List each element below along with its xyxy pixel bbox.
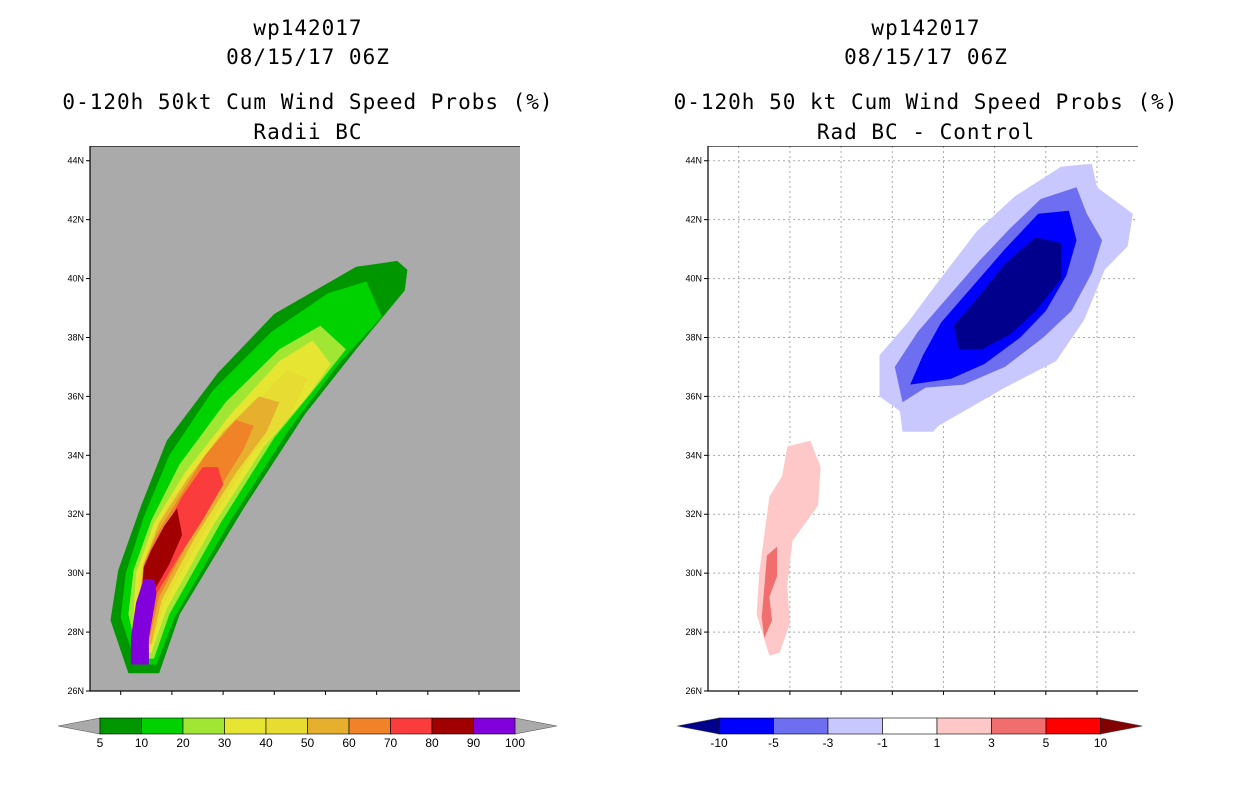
colorbar-swatch: [827, 717, 883, 735]
colorbar-label: 50: [301, 736, 315, 750]
map-frame: [89, 146, 520, 692]
colorbar-swatch: [307, 717, 350, 735]
contour-region-3: [761, 546, 778, 638]
colorbar-swatch: [224, 717, 267, 735]
lat-tick-label: 36N: [67, 391, 84, 401]
colorbar-label: 80: [425, 736, 439, 750]
colorbar-swatch: [182, 717, 225, 735]
colorbar-label: -1: [877, 736, 888, 750]
right-subtitle: Rad BC - Control: [816, 120, 1036, 144]
colorbar-label: 3: [988, 736, 995, 750]
lat-tick-label: 32N: [685, 509, 702, 519]
colorbar-label: 1: [934, 736, 941, 750]
colorbar-swatch: [431, 717, 474, 735]
left-subtitle: Radii BC: [253, 120, 363, 144]
colorbar-label: 10: [1094, 736, 1108, 750]
lat-tick-label: 40N: [685, 274, 702, 284]
lat-tick-label: 34N: [67, 450, 84, 460]
left-probability-map: 26N28N30N32N34N36N38N40N42N44N162E164E16…: [67, 146, 520, 696]
colorbar-label: -10: [710, 736, 728, 750]
colorbar-label: 60: [342, 736, 356, 750]
colorbar-swatch: [265, 717, 308, 735]
lat-tick-label: 26N: [67, 686, 84, 696]
lat-tick-label: 26N: [685, 686, 702, 696]
colorbar-label: 5: [1043, 736, 1050, 750]
lat-tick-label: 38N: [685, 332, 702, 342]
lat-tick-label: 34N: [685, 450, 702, 460]
lat-tick-label: 28N: [67, 627, 84, 637]
lat-tick-label: 42N: [67, 215, 84, 225]
right-storm-id: wp142017: [871, 16, 981, 40]
contour-region-neg10: [953, 237, 1062, 350]
lat-tick-label: 44N: [685, 156, 702, 166]
colorbar-swatch: [718, 717, 774, 735]
contour-region-50: [138, 396, 280, 644]
left-title: 0-120h 50kt Cum Wind Speed Probs (%): [62, 90, 554, 114]
colorbar-swatch: [882, 717, 938, 735]
left-colorbar: 5 10 20 30 40 50 60 70 80 90 100: [57, 717, 558, 750]
colorbar-label: 40: [259, 736, 273, 750]
map-frame: [707, 146, 1138, 692]
lat-tick-label: 32N: [67, 509, 84, 519]
colorbar-swatch: [141, 717, 184, 735]
right-title: 0-120h 50 kt Cum Wind Speed Probs (%): [673, 90, 1179, 114]
colorbar-swatch: [348, 717, 391, 735]
colorbar-swatch: [1045, 717, 1101, 735]
colorbar-label: 10: [135, 736, 149, 750]
contour-region-70: [141, 467, 224, 638]
colorbar-label: 5: [97, 736, 104, 750]
left-datetime: 08/15/17 06Z: [226, 45, 390, 69]
contour-region-90: [130, 579, 157, 665]
colorbar-arrow-low: [676, 717, 720, 735]
lat-tick-label: 40N: [67, 274, 84, 284]
colorbar-label: -3: [823, 736, 834, 750]
colorbar-label: 100: [505, 736, 525, 750]
contour-region-1: [756, 440, 821, 656]
right-colorbar: -10 -5 -3 -1 1 3 5 10: [676, 717, 1143, 750]
right-datetime: 08/15/17 06Z: [844, 45, 1008, 69]
colorbar-label: 30: [218, 736, 232, 750]
contour-region-60: [138, 420, 254, 641]
lat-tick-label: 42N: [685, 215, 702, 225]
colorbar-swatch: [936, 717, 992, 735]
colorbar-swatch: [99, 717, 142, 735]
colorbar-label: 20: [176, 736, 190, 750]
colorbar-arrow-high: [1100, 717, 1143, 735]
lat-tick-label: 36N: [685, 391, 702, 401]
colorbar-swatch: [473, 717, 516, 735]
lat-tick-label: 44N: [67, 156, 84, 166]
colorbar-swatch: [390, 717, 433, 735]
lat-tick-label: 28N: [685, 627, 702, 637]
colorbar-swatch: [991, 717, 1047, 735]
colorbar-label: -5: [768, 736, 779, 750]
colorbar-label: 90: [467, 736, 481, 750]
colorbar-swatch: [773, 717, 829, 735]
colorbar-label: 70: [384, 736, 398, 750]
left-storm-id: wp142017: [253, 16, 363, 40]
contour-region-40: [136, 369, 308, 647]
lat-tick-label: 38N: [67, 332, 84, 342]
lat-tick-label: 30N: [67, 568, 84, 578]
lat-tick-label: 30N: [685, 568, 702, 578]
colorbar-arrow-high: [514, 717, 558, 735]
right-difference-map: 26N28N30N32N34N36N38N40N42N44N162E164E16…: [685, 146, 1138, 696]
colorbar-arrow-low: [57, 717, 101, 735]
